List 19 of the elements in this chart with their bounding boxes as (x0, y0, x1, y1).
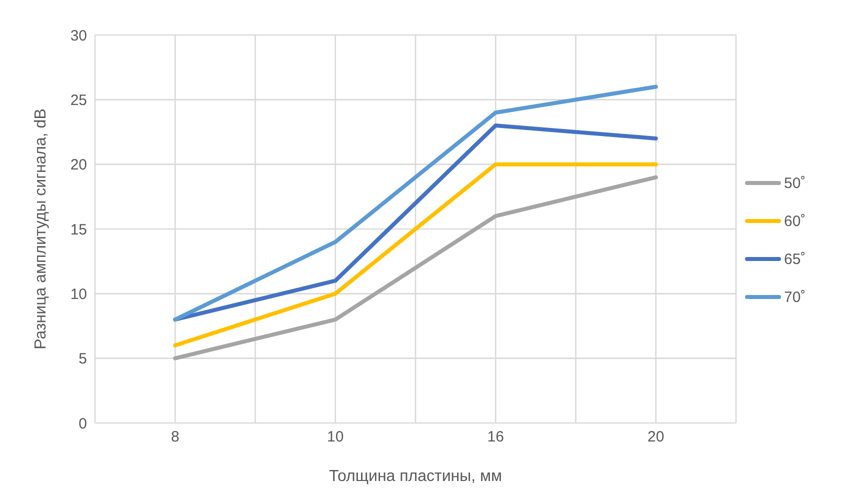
y-tick-label: 25 (70, 92, 87, 109)
legend-label: 50˚ (784, 174, 806, 192)
x-tick-label: 20 (648, 428, 664, 446)
x-tick-label: 10 (327, 428, 344, 446)
legend-label: 70˚ (784, 288, 806, 306)
y-tick-label: 10 (70, 286, 87, 303)
y-tick-label: 20 (70, 156, 87, 174)
legend-label: 60˚ (784, 212, 806, 230)
x-tick-label: 16 (487, 428, 504, 446)
x-tick-label: 8 (170, 428, 180, 446)
line-series (173, 124, 658, 322)
y-tick-label: 0 (78, 415, 87, 432)
y-tick-label: 5 (78, 350, 87, 368)
y-tick-label: 30 (70, 27, 87, 44)
y-tick-label: 15 (70, 221, 87, 238)
y-axis-title: Разница амплитуды сигнала, dB (32, 108, 50, 350)
x-axis-title: Толщина пластины, мм (328, 468, 502, 485)
line-series (173, 84, 658, 322)
legend-label: 65˚ (784, 250, 806, 268)
